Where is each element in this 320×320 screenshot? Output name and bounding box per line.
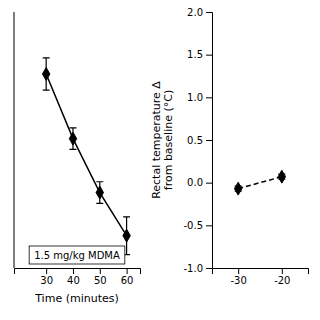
tick-mark: [206, 12, 212, 13]
y-axis: -1.0 -0.5 0.0 0.5 1.0 1.5 2.0: [183, 7, 212, 274]
tick-mark: [206, 55, 212, 56]
tick-label: 40: [67, 275, 80, 286]
tick-mark: [206, 97, 212, 98]
legend-entry: 1.5 mg/kg MDMA: [34, 250, 120, 261]
axis-line: [15, 269, 141, 275]
tick: 60: [121, 268, 134, 286]
axis-line: [213, 269, 309, 275]
tick: -0.5: [183, 220, 212, 231]
point: [278, 170, 285, 183]
point: [42, 68, 49, 81]
chart-container: 30405060Time (minutes)1.5 mg/kg MDMA-30-…: [0, 0, 320, 320]
tick-label: 30: [40, 275, 53, 286]
panel: 30 40 50 60Time (minutes) 1.5 mg/kg MDMA: [14, 12, 141, 305]
series-line: [238, 177, 282, 189]
tick: 1.5: [187, 49, 212, 60]
tick-label: 60: [121, 275, 134, 286]
tick-label: -1.0: [183, 263, 203, 274]
legend: 1.5 mg/kg MDMA: [29, 246, 125, 264]
tick-mark: [127, 268, 128, 274]
tick-mark: [206, 183, 212, 184]
error-bar: [96, 182, 103, 204]
series: [234, 170, 285, 195]
error-bar: [43, 58, 50, 90]
tick: 1.0: [187, 92, 212, 103]
tick-mark: [282, 268, 283, 274]
point: [69, 132, 76, 145]
tick: 30: [40, 268, 53, 286]
tick-label: -20: [274, 275, 290, 286]
x-axis-title: Time (minutes): [34, 292, 119, 305]
tick-mark: [73, 268, 74, 274]
tick: 0.5: [187, 135, 212, 146]
x-axis: 30 40 50 60: [15, 268, 141, 286]
error-bar: [69, 128, 76, 150]
x-axis: -30 -20: [213, 268, 309, 286]
tick-label: 1.5: [187, 49, 203, 60]
series-line: [46, 74, 126, 236]
legend-box: [29, 246, 125, 264]
y-axis-title: Rectal temperature Δfrom baseline (°C): [150, 81, 175, 199]
point: [96, 186, 103, 199]
tick-label: 0.5: [187, 135, 203, 146]
y-axis-line: [14, 12, 15, 268]
tick-mark: [206, 268, 212, 269]
tick: -30: [231, 268, 247, 286]
series: [42, 58, 130, 255]
plot-area: [234, 170, 285, 195]
tick-label: 0.0: [187, 177, 203, 188]
tick: -20: [274, 268, 290, 286]
tick: 2.0: [187, 7, 212, 18]
tick: 50: [94, 268, 107, 286]
axis-line: [206, 13, 213, 269]
tick: -1.0: [183, 263, 212, 274]
tick-label: -0.5: [183, 220, 203, 231]
point: [234, 182, 241, 195]
tick-mark: [206, 140, 212, 141]
tick: 40: [67, 268, 80, 286]
tick-label: 1.0: [187, 92, 203, 103]
tick-label: -30: [231, 275, 247, 286]
tick: 0.0: [187, 177, 212, 188]
tick-mark: [238, 268, 239, 274]
tick-mark: [46, 268, 47, 274]
tick-mark: [100, 268, 101, 274]
panel: -30 -20 -1.0 -0.5 0.0 0.5 1.0 1.5 2.0 Rectal temp…: [150, 7, 309, 286]
tick-label: 50: [94, 275, 107, 286]
tick-label: 2.0: [187, 7, 203, 18]
tick-mark: [206, 225, 212, 226]
point: [123, 229, 130, 242]
y-axis-title-line: from baseline (°C): [162, 90, 175, 190]
chart-svg: 30405060Time (minutes)1.5 mg/kg MDMA-30-…: [0, 0, 320, 320]
plot-area: [42, 58, 130, 255]
